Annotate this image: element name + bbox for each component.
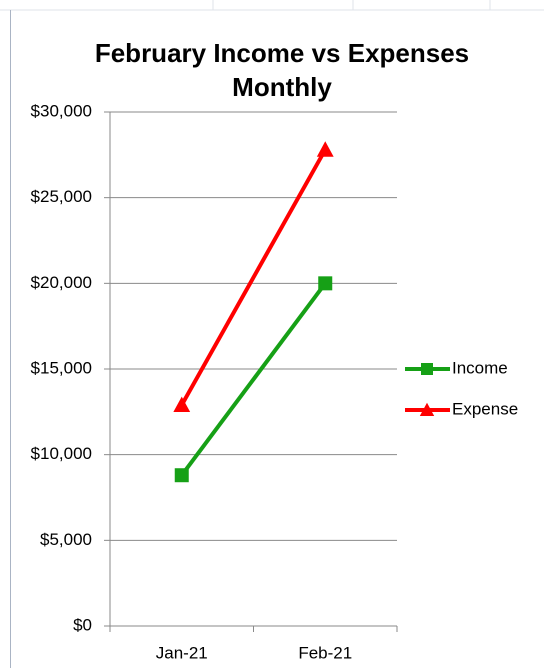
- sheet-grid: [0, 0, 544, 11]
- marker: [316, 141, 334, 157]
- chart-title: February Income vs Expenses Monthly: [94, 38, 470, 102]
- y-tick-label: $10,000: [31, 444, 92, 463]
- marker: [318, 276, 333, 291]
- y-tick-label: $15,000: [31, 358, 92, 377]
- x-tick-label: Feb-21: [298, 643, 352, 662]
- marker: [419, 402, 435, 416]
- y-tick-label: $25,000: [31, 187, 92, 206]
- legend-label: Expense: [452, 399, 518, 418]
- series-line: [180, 282, 327, 477]
- y-tick-label: $5,000: [40, 530, 92, 549]
- y-tick-label: $20,000: [31, 273, 92, 292]
- marker: [173, 396, 191, 412]
- marker: [174, 468, 189, 483]
- x-tick-label: Jan-21: [156, 643, 208, 662]
- y-tick-label: $30,000: [31, 101, 92, 120]
- y-tick-label: $0: [73, 615, 92, 634]
- legend-label: Income: [452, 358, 508, 377]
- series-line: [180, 148, 327, 406]
- marker: [421, 363, 433, 375]
